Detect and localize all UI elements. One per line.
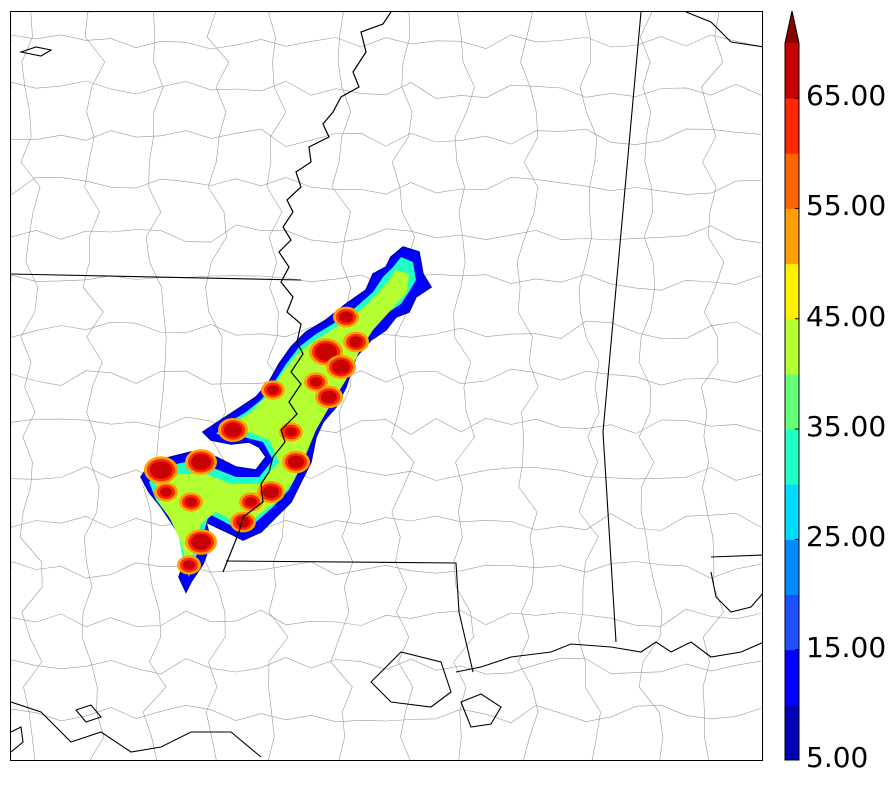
- echo-core: [349, 336, 363, 348]
- echo-core: [288, 455, 304, 469]
- colorbar-segment: [785, 539, 799, 596]
- county-line: [205, 12, 230, 760]
- county-line: [11, 176, 762, 196]
- county-line: [11, 34, 762, 50]
- colorbar-segment: [785, 263, 799, 320]
- echo-core: [224, 422, 242, 438]
- county-line: [11, 561, 762, 579]
- echo-core: [191, 454, 211, 470]
- echo-core: [245, 497, 257, 507]
- county-boundaries: [11, 12, 762, 760]
- colorbar-segment: [785, 594, 799, 651]
- colorbar-tick-label: 65.00: [806, 79, 887, 113]
- echo-core: [267, 385, 279, 395]
- echo-core: [160, 487, 172, 497]
- county-line: [11, 224, 762, 244]
- echo-core: [183, 560, 195, 570]
- ms-la-border: [225, 560, 474, 673]
- echo-core: [339, 311, 353, 323]
- echo-core: [315, 343, 337, 361]
- map-panel: [10, 11, 763, 761]
- radar-reflectivity: [140, 246, 433, 594]
- county-line: [11, 416, 762, 435]
- colorbar: [784, 10, 800, 761]
- fl-border: [710, 554, 762, 558]
- county-line: [638, 12, 664, 760]
- echo-core: [332, 359, 350, 375]
- colorbar-segment: [785, 98, 799, 154]
- county-line: [700, 12, 725, 760]
- colorbar-segment: [785, 429, 799, 485]
- county-line: [391, 12, 416, 760]
- county-line: [577, 12, 601, 760]
- colorbar-segment: [785, 704, 799, 761]
- colorbar-tick-label: 55.00: [806, 189, 887, 223]
- colorbar-tick-label: 25.00: [806, 520, 887, 554]
- echo-core: [185, 497, 197, 507]
- colorbar-segment: [785, 373, 799, 430]
- colorbar-tick-label: 5.00: [806, 741, 869, 774]
- map-canvas: [11, 12, 762, 760]
- county-line: [11, 704, 762, 724]
- echo-core: [321, 390, 337, 404]
- colorbar-extend-arrow: [785, 11, 799, 43]
- county-line: [81, 12, 106, 760]
- colorbar-ticks: [795, 97, 799, 761]
- county-line: [11, 128, 762, 147]
- colorbar-segments: [784, 10, 800, 761]
- colorbar-segment: [785, 484, 799, 540]
- echo-core: [285, 427, 297, 437]
- county-line: [11, 512, 762, 531]
- colorbar-tick-label: 35.00: [806, 410, 887, 444]
- echo-core: [310, 377, 322, 387]
- county-line: [453, 12, 475, 760]
- colorbar-segment: [785, 649, 799, 706]
- county-line: [19, 12, 43, 760]
- state-boundaries: [11, 12, 762, 673]
- county-line: [11, 608, 762, 628]
- county-line: [11, 657, 762, 675]
- echo-core: [263, 485, 279, 499]
- colorbar-segment: [785, 43, 799, 99]
- colorbar-segment: [785, 318, 799, 375]
- echo-core: [150, 461, 172, 479]
- colorbar-tick-label: 15.00: [806, 630, 887, 664]
- colorbar-segment: [785, 153, 799, 209]
- echo-core: [191, 534, 211, 550]
- county-line: [11, 465, 762, 483]
- coastline: [11, 12, 762, 758]
- colorbar-segment: [785, 208, 799, 265]
- county-line: [142, 12, 167, 760]
- echo-core: [236, 516, 250, 528]
- ar-tn-ms-border: [11, 273, 302, 281]
- county-line: [11, 368, 762, 386]
- ms-al-border: [602, 12, 642, 643]
- mississippi-river: [222, 12, 392, 573]
- county-line: [11, 80, 762, 99]
- colorbar-tick-label: 45.00: [806, 299, 887, 333]
- county-line: [516, 12, 539, 760]
